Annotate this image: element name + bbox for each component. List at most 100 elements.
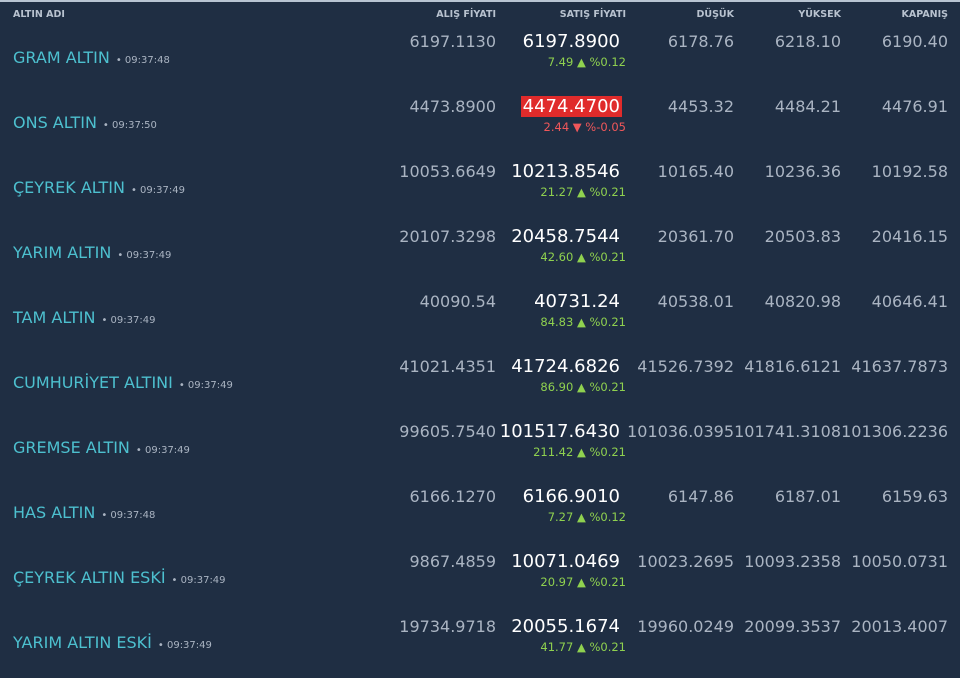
update-time: • 09:37:49 bbox=[157, 640, 212, 651]
price-change: 7.27 ▲ %0.12 bbox=[547, 510, 626, 524]
yuksek-price: 4484.21 bbox=[774, 97, 841, 116]
table-row[interactable]: ONS ALTIN • 09:37:50 4473.8900 4474.4700 … bbox=[0, 93, 960, 158]
alis-price: 20107.3298 bbox=[399, 227, 496, 246]
table-row[interactable]: ÇEYREK ALTIN ESKİ • 09:37:49 9867.4859 10… bbox=[0, 548, 960, 613]
table-row[interactable]: ÇEYREK ALTIN • 09:37:49 10053.6649 10213.… bbox=[0, 158, 960, 223]
alis-price: 6197.1130 bbox=[409, 32, 496, 51]
header-kapanis[interactable]: KAPANIŞ bbox=[901, 9, 948, 20]
yuksek-price: 20503.83 bbox=[764, 227, 841, 246]
gold-name[interactable]: HAS ALTIN bbox=[13, 503, 96, 522]
gold-name[interactable]: CUMHURİYET ALTINI bbox=[13, 373, 173, 392]
yuksek-price: 10236.36 bbox=[764, 162, 841, 181]
gold-name[interactable]: GRAM ALTIN bbox=[13, 48, 110, 67]
gold-name[interactable]: ÇEYREK ALTIN bbox=[13, 178, 125, 197]
price-change: 42.60 ▲ %0.21 bbox=[540, 250, 626, 264]
price-change: 7.49 ▲ %0.12 bbox=[547, 55, 626, 69]
header-alis[interactable]: ALIŞ FİYATI bbox=[436, 9, 496, 20]
alis-price: 9867.4859 bbox=[409, 552, 496, 571]
alis-price: 40090.54 bbox=[419, 292, 496, 311]
kapanis-price: 101306.2236 bbox=[841, 422, 948, 441]
kapanis-price: 6190.40 bbox=[881, 32, 948, 51]
kapanis-price: 20416.15 bbox=[871, 227, 948, 246]
update-time: • 09:37:50 bbox=[102, 120, 157, 131]
dusuk-price: 40538.01 bbox=[657, 292, 734, 311]
update-time: • 09:37:49 bbox=[135, 445, 190, 456]
dusuk-price: 4453.32 bbox=[667, 97, 734, 116]
price-change: 84.83 ▲ %0.21 bbox=[540, 315, 626, 329]
yuksek-price: 41816.6121 bbox=[744, 357, 841, 376]
header-yuksek[interactable]: YÜKSEK bbox=[798, 9, 841, 20]
dusuk-price: 6147.86 bbox=[667, 487, 734, 506]
gold-name-link[interactable]: ONS ALTIN • 09:37:50 bbox=[13, 113, 157, 132]
table-row[interactable]: GRAM ALTIN • 09:37:48 6197.1130 6197.8900… bbox=[0, 28, 960, 93]
dusuk-price: 41526.7392 bbox=[637, 357, 734, 376]
gold-name-link[interactable]: YARIM ALTIN • 09:37:49 bbox=[13, 243, 171, 262]
gold-name-link[interactable]: YARIM ALTIN ESKİ • 09:37:49 bbox=[13, 633, 212, 652]
table-row[interactable]: CUMHURİYET ALTINI • 09:37:49 41021.4351 4… bbox=[0, 353, 960, 418]
satis-price: 20055.1674 bbox=[511, 616, 620, 637]
satis-price: 10213.8546 bbox=[511, 161, 620, 182]
gold-name[interactable]: ÇEYREK ALTIN ESKİ bbox=[13, 568, 166, 587]
dusuk-price: 10023.2695 bbox=[637, 552, 734, 571]
header-dusuk[interactable]: DÜŞÜK bbox=[696, 9, 734, 20]
gold-name[interactable]: TAM ALTIN bbox=[13, 308, 96, 327]
alis-price: 99605.7540 bbox=[399, 422, 496, 441]
header-satis[interactable]: SATIŞ FİYATI bbox=[559, 9, 626, 20]
gold-name[interactable]: YARIM ALTIN bbox=[13, 243, 112, 262]
yuksek-price: 10093.2358 bbox=[744, 552, 841, 571]
price-change: 21.27 ▲ %0.21 bbox=[540, 185, 626, 199]
price-change: 211.42 ▲ %0.21 bbox=[533, 445, 626, 459]
dusuk-price: 6178.76 bbox=[667, 32, 734, 51]
satis-price: 40731.24 bbox=[534, 291, 620, 312]
gold-name-link[interactable]: ÇEYREK ALTIN • 09:37:49 bbox=[13, 178, 185, 197]
dusuk-price: 101036.0395 bbox=[627, 422, 734, 441]
dusuk-price: 20361.70 bbox=[657, 227, 734, 246]
gold-name-link[interactable]: GRAM ALTIN • 09:37:48 bbox=[13, 48, 170, 67]
yuksek-price: 101741.3108 bbox=[734, 422, 841, 441]
price-change: 20.97 ▲ %0.21 bbox=[540, 575, 626, 589]
update-time: • 09:37:49 bbox=[101, 315, 156, 326]
yuksek-price: 20099.3537 bbox=[744, 617, 841, 636]
update-time: • 09:37:49 bbox=[178, 380, 233, 391]
alis-price: 10053.6649 bbox=[399, 162, 496, 181]
gold-name-link[interactable]: CUMHURİYET ALTINI • 09:37:49 bbox=[13, 373, 233, 392]
alis-price: 41021.4351 bbox=[399, 357, 496, 376]
gold-name[interactable]: GREMSE ALTIN bbox=[13, 438, 130, 457]
alis-price: 6166.1270 bbox=[409, 487, 496, 506]
kapanis-price: 4476.91 bbox=[881, 97, 948, 116]
gold-name-link[interactable]: TAM ALTIN • 09:37:49 bbox=[13, 308, 155, 327]
gold-name-link[interactable]: ÇEYREK ALTIN ESKİ • 09:37:49 bbox=[13, 568, 226, 587]
table-header: ALTIN ADI ALIŞ FİYATI SATIŞ FİYATI DÜŞÜK… bbox=[0, 0, 960, 28]
table-row[interactable]: HAS ALTIN • 09:37:48 6166.1270 6166.9010 … bbox=[0, 483, 960, 548]
update-time: • 09:37:49 bbox=[117, 250, 172, 261]
kapanis-price: 41637.7873 bbox=[851, 357, 948, 376]
alis-price: 19734.9718 bbox=[399, 617, 496, 636]
update-time: • 09:37:49 bbox=[171, 575, 226, 586]
satis-price: 6166.9010 bbox=[522, 486, 620, 507]
table-row[interactable]: GREMSE ALTIN • 09:37:49 99605.7540 101517… bbox=[0, 418, 960, 483]
satis-price: 101517.6430 bbox=[499, 421, 620, 442]
satis-price: 20458.7544 bbox=[511, 226, 620, 247]
gold-name[interactable]: ONS ALTIN bbox=[13, 113, 97, 132]
yuksek-price: 6218.10 bbox=[774, 32, 841, 51]
satis-price: 4474.4700 bbox=[520, 96, 622, 117]
price-change: 2.44 ▼ %-0.05 bbox=[543, 120, 626, 134]
dusuk-price: 10165.40 bbox=[657, 162, 734, 181]
update-time: • 09:37:48 bbox=[115, 55, 170, 66]
gold-name-link[interactable]: HAS ALTIN • 09:37:48 bbox=[13, 503, 155, 522]
kapanis-price: 6159.63 bbox=[881, 487, 948, 506]
table-row[interactable]: YARIM ALTIN ESKİ • 09:37:49 19734.9718 20… bbox=[0, 613, 960, 678]
alis-price: 4473.8900 bbox=[409, 97, 496, 116]
table-row[interactable]: TAM ALTIN • 09:37:49 40090.54 40731.24 84… bbox=[0, 288, 960, 353]
satis-price: 10071.0469 bbox=[511, 551, 620, 572]
dusuk-price: 19960.0249 bbox=[637, 617, 734, 636]
update-time: • 09:37:48 bbox=[101, 510, 156, 521]
header-name[interactable]: ALTIN ADI bbox=[13, 9, 65, 20]
gold-name-link[interactable]: GREMSE ALTIN • 09:37:49 bbox=[13, 438, 190, 457]
price-change: 41.77 ▲ %0.21 bbox=[540, 640, 626, 654]
gold-name[interactable]: YARIM ALTIN ESKİ bbox=[13, 633, 152, 652]
kapanis-price: 10192.58 bbox=[871, 162, 948, 181]
update-time: • 09:37:49 bbox=[130, 185, 185, 196]
table-row[interactable]: YARIM ALTIN • 09:37:49 20107.3298 20458.7… bbox=[0, 223, 960, 288]
price-change: 86.90 ▲ %0.21 bbox=[540, 380, 626, 394]
